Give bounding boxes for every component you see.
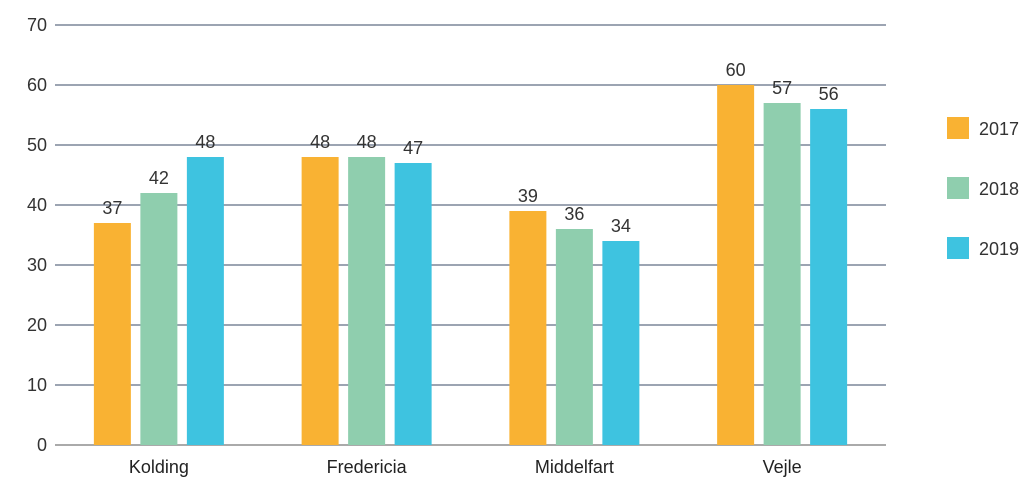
- x-tick-label: Vejle: [763, 457, 802, 477]
- data-label: 48: [310, 132, 330, 152]
- data-label: 48: [357, 132, 377, 152]
- bar-kolding-2018: [140, 193, 178, 445]
- data-label: 36: [564, 204, 584, 224]
- bar-vejle-2017: [717, 85, 755, 445]
- data-label: 39: [518, 186, 538, 206]
- bar-middelfart-2018: [555, 229, 593, 445]
- legend-label-2018: 2018: [979, 179, 1019, 199]
- legend-swatch-2019: [947, 237, 969, 259]
- bar-kolding-2017: [93, 223, 131, 445]
- bars: [93, 85, 848, 445]
- data-label: 56: [819, 84, 839, 104]
- data-label: 47: [403, 138, 423, 158]
- x-tick-label: Kolding: [129, 457, 189, 477]
- bar-fredericia-2018: [348, 157, 386, 445]
- y-axis: 0 10 20 30 40 50 60 70: [27, 15, 47, 455]
- y-tick-label: 20: [27, 315, 47, 335]
- data-label: 42: [149, 168, 169, 188]
- legend-label-2017: 2017: [979, 119, 1019, 139]
- bar-kolding-2019: [186, 157, 224, 445]
- legend: 2017 2018 2019: [947, 117, 1019, 259]
- y-tick-label: 50: [27, 135, 47, 155]
- bar-middelfart-2017: [509, 211, 547, 445]
- data-label: 48: [195, 132, 215, 152]
- data-label: 60: [726, 60, 746, 80]
- gridlines: [55, 24, 886, 446]
- x-tick-label: Fredericia: [327, 457, 408, 477]
- x-tick-label: Middelfart: [535, 457, 614, 477]
- data-labels: 37 42 48 48 48 47 39 36 34 60 57 56: [102, 60, 838, 236]
- bar-fredericia-2019: [394, 163, 432, 445]
- data-label: 37: [102, 198, 122, 218]
- x-axis: Kolding Fredericia Middelfart Vejle: [129, 457, 802, 477]
- legend-swatch-2018: [947, 177, 969, 199]
- bar-vejle-2018: [763, 103, 801, 445]
- y-tick-label: 70: [27, 15, 47, 35]
- data-label: 57: [772, 78, 792, 98]
- bar-middelfart-2019: [602, 241, 640, 445]
- y-tick-label: 0: [37, 435, 47, 455]
- y-tick-label: 60: [27, 75, 47, 95]
- legend-label-2019: 2019: [979, 239, 1019, 259]
- y-tick-label: 30: [27, 255, 47, 275]
- y-tick-label: 40: [27, 195, 47, 215]
- bar-fredericia-2017: [301, 157, 339, 445]
- legend-swatch-2017: [947, 117, 969, 139]
- data-label: 34: [611, 216, 631, 236]
- bar-vejle-2019: [810, 109, 848, 445]
- y-tick-label: 10: [27, 375, 47, 395]
